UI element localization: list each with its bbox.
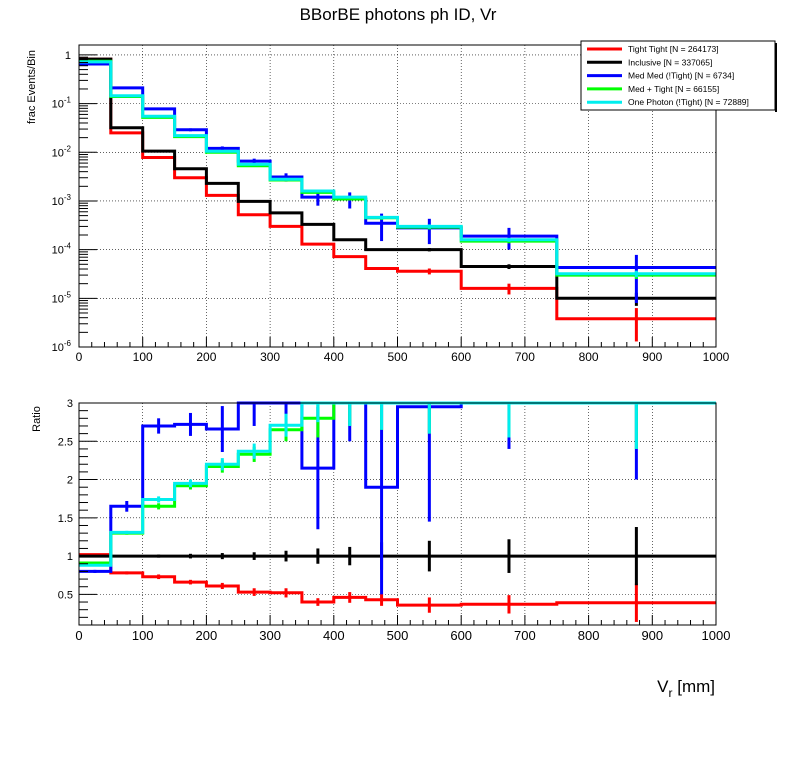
top-y-tick-label: 10-6 [52, 339, 72, 354]
bottom-x-tick-label: 900 [641, 628, 663, 643]
top-y-axis-label: frac Events/Bin [26, 50, 38, 124]
bottom-y-tick-label: 2.5 [58, 436, 73, 448]
top-y-tick-label: 1 [65, 50, 71, 62]
legend-shadow [775, 43, 777, 112]
top-x-tick-label: 0 [76, 350, 83, 364]
bottom-series [79, 401, 716, 622]
bottom-y-tick-label: 1 [67, 551, 73, 563]
x-axis-label: Vr [mm] [657, 677, 715, 700]
top-y-tick-label: 10-3 [52, 193, 72, 208]
top-series [79, 57, 716, 342]
bottom-axes: 0 100 200 300 400 500 600 700 800 900 1000 0.5 1 1.5 2… [58, 398, 731, 643]
legend-entry-label: Med + Tight [N = 66155] [628, 84, 719, 94]
top-x-tick-label: 200 [196, 350, 216, 364]
bottom-x-tick-label: 200 [196, 628, 218, 643]
top-x-tick-label: 1000 [703, 350, 730, 364]
top-y-tick-label: 10-2 [52, 144, 72, 159]
bottom-x-tick-label: 300 [259, 628, 281, 643]
bottom-y-tick-label: 2 [67, 475, 73, 487]
bottom-x-tick-label: 400 [323, 628, 345, 643]
bottom-y-axis-label: Ratio [31, 406, 43, 432]
top-x-tick-label: 600 [451, 350, 471, 364]
top-y-tick-label: 10-4 [52, 242, 72, 257]
chart-title: BBorBE photons ph ID, Vr [300, 5, 497, 24]
top-y-tick-label: 10-1 [52, 96, 72, 111]
top-x-tick-label: 300 [260, 350, 280, 364]
bottom-x-tick-label: 0 [75, 628, 82, 643]
top-x-tick-label: 700 [515, 350, 535, 364]
top-x-tick-label: 500 [387, 350, 407, 364]
bottom-x-tick-label: 700 [514, 628, 536, 643]
legend-entry-label: One Photon (!Tight) [N = 72889] [628, 97, 749, 107]
bottom-y-tick-label: 3 [67, 398, 73, 410]
bottom-x-tick-label: 800 [578, 628, 600, 643]
bottom-x-tick-label: 1000 [702, 628, 731, 643]
top-x-tick-label: 100 [133, 350, 153, 364]
top-x-tick-label: 800 [579, 350, 599, 364]
bottom-x-tick-label: 100 [132, 628, 154, 643]
top-series-inclusive-n-337065 [79, 57, 716, 300]
top-x-tick-label: 900 [642, 350, 662, 364]
top-panel: 0 100 200 300 400 500 600 700 800 900 1000 10-6 10-5… [26, 44, 730, 364]
bottom-y-tick-label: 0.5 [58, 589, 73, 601]
top-x-tick-label: 400 [324, 350, 344, 364]
bottom-x-tick-label: 500 [387, 628, 409, 643]
legend-entry-label: Med Med (!Tight) [N = 6734] [628, 71, 734, 81]
top-axes: 0 100 200 300 400 500 600 700 800 900 1000 10-6 10-5… [52, 50, 730, 364]
bottom-panel: 0 100 200 300 400 500 600 700 800 900 1000 0.5 1 1.5 2… [31, 398, 730, 643]
top-y-tick-label: 10-5 [52, 290, 72, 305]
bottom-x-tick-label: 600 [450, 628, 472, 643]
legend: Tight Tight [N = 264173] Inclusive [N = 3… [580, 40, 777, 112]
legend-entry-label: Tight Tight [N = 264173] [628, 44, 719, 54]
legend-entry-label: Inclusive [N = 337065] [628, 57, 712, 67]
bottom-y-tick-label: 1.5 [58, 513, 73, 525]
